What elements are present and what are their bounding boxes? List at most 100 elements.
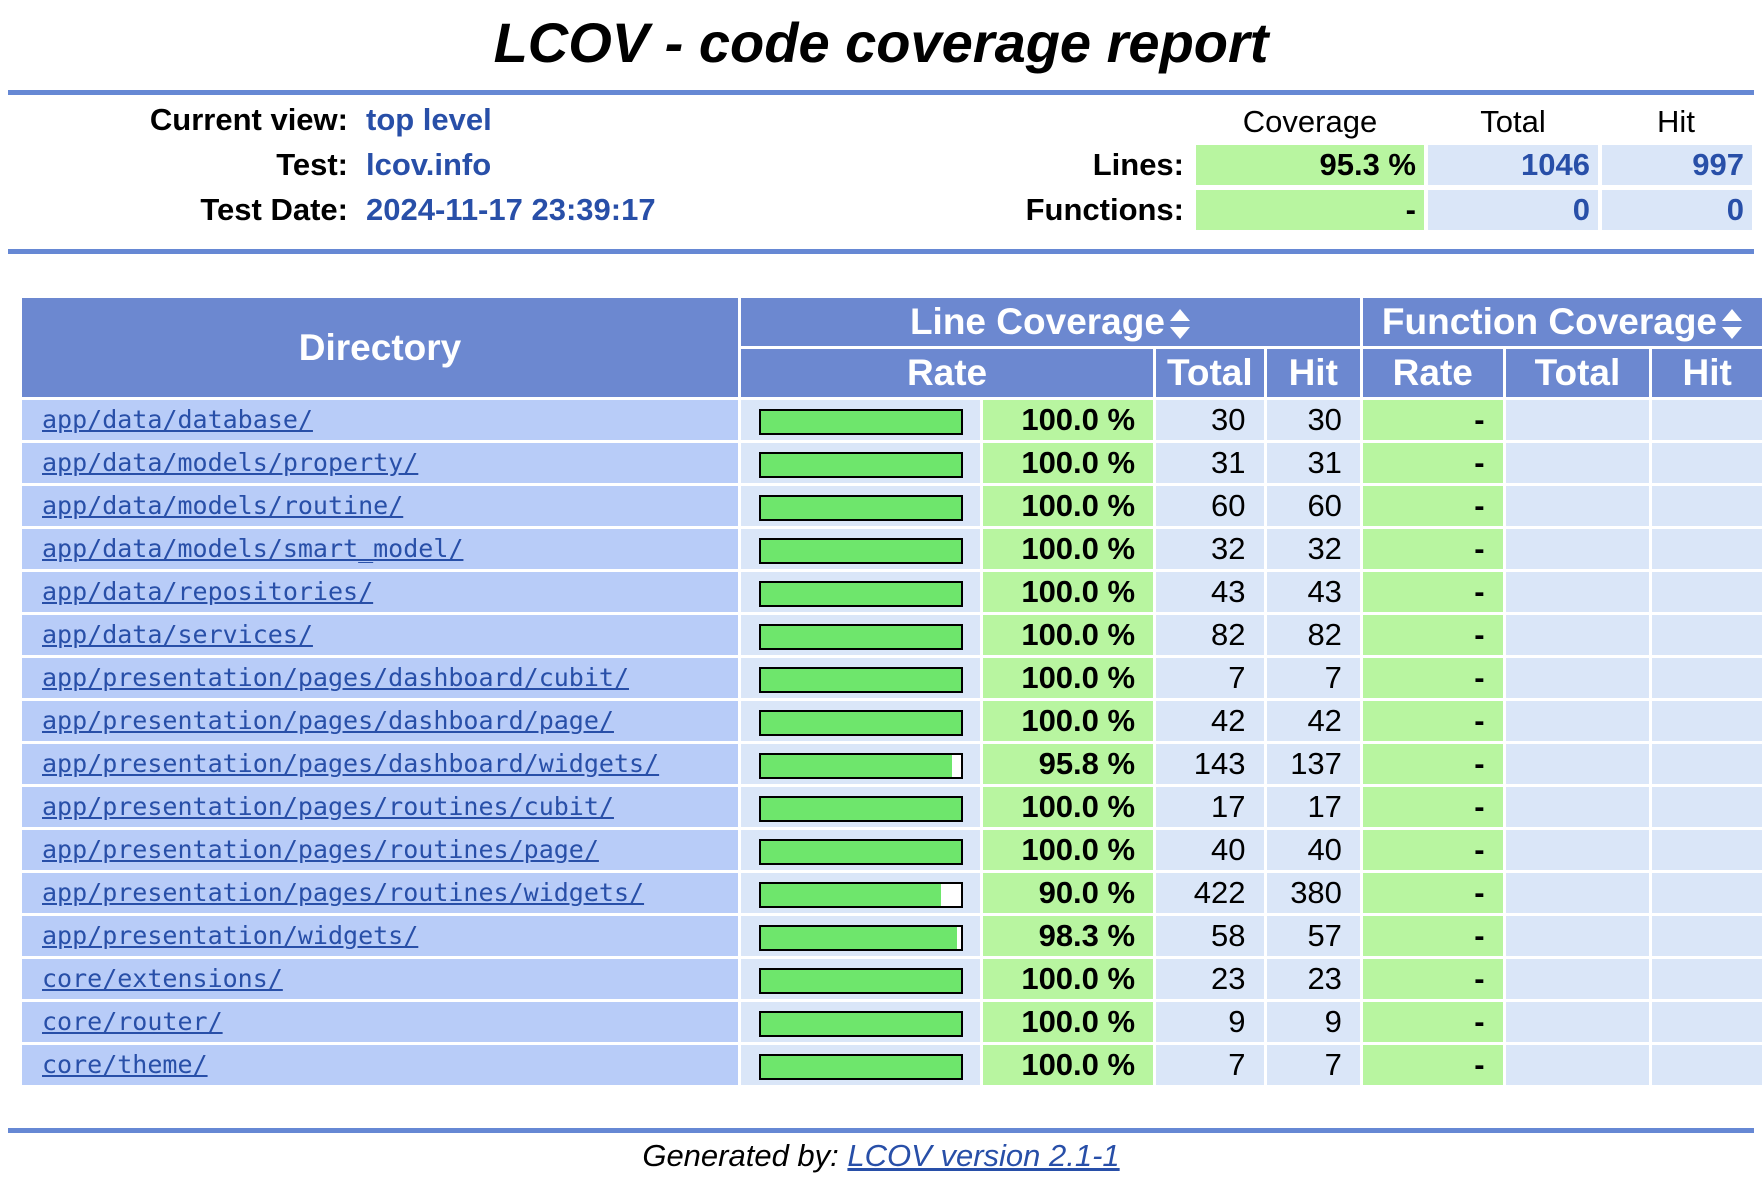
table-row: app/presentation/pages/dashboard/widgets… [22, 744, 1762, 784]
line-total-cell: 23 [1156, 959, 1264, 999]
function-total-cell [1505, 400, 1650, 440]
directory-link[interactable]: core/router/ [42, 1007, 223, 1036]
coverage-table: Directory Line Coverage Function Coverag… [19, 295, 1762, 1088]
coverage-bar-cell [740, 1045, 981, 1085]
coverage-bar-cell [740, 744, 981, 784]
summary-functions-label: Functions: [1025, 192, 1184, 227]
table-row: app/data/models/routine/100.0 % 60 60- [22, 486, 1762, 526]
function-rate-cell: - [1362, 1045, 1503, 1085]
function-hit-cell [1652, 400, 1762, 440]
directory-link[interactable]: app/presentation/pages/dashboard/cubit/ [42, 663, 629, 692]
function-hit-cell [1652, 1002, 1762, 1042]
directory-cell: core/theme/ [22, 1045, 738, 1085]
directory-link[interactable]: app/data/models/smart_model/ [42, 534, 464, 563]
coverage-bar [758, 752, 963, 779]
function-coverage-header[interactable]: Function Coverage [1362, 298, 1762, 346]
function-rate-cell: - [1362, 744, 1503, 784]
directory-cell: app/data/database/ [22, 400, 738, 440]
directory-link[interactable]: core/theme/ [42, 1050, 208, 1079]
coverage-bar-cell [740, 658, 981, 698]
directory-link[interactable]: core/extensions/ [42, 964, 283, 993]
function-rate-cell: - [1362, 486, 1503, 526]
summary-lines-total: 1046 [1428, 145, 1598, 185]
line-total-cell: 9 [1156, 1002, 1264, 1042]
coverage-bar [758, 795, 963, 822]
summary-lines-coverage: 95.3 % [1196, 145, 1424, 185]
page-title: LCOV - code coverage report [493, 11, 1269, 74]
coverage-bar-cell [740, 443, 981, 483]
coverage-bar-fill [760, 969, 961, 992]
coverage-bar-fill [760, 496, 961, 519]
line-total-header: Total [1156, 349, 1264, 397]
directory-link[interactable]: app/presentation/pages/routines/page/ [42, 835, 599, 864]
line-rate-cell: 100.0 % [983, 529, 1154, 569]
function-rate-cell: - [1362, 787, 1503, 827]
coverage-bar-cell [740, 787, 981, 827]
coverage-bar-cell [740, 572, 981, 612]
directory-link[interactable]: app/data/repositories/ [42, 577, 374, 606]
current-view-value: top level [366, 102, 492, 137]
summary-functions-hit: 0 [1602, 190, 1752, 230]
lcov-version-link[interactable]: LCOV version 2.1-1 [847, 1138, 1120, 1173]
line-total-cell: 82 [1156, 615, 1264, 655]
table-row: app/data/services/100.0 % 82 82- [22, 615, 1762, 655]
coverage-bar-fill [760, 840, 961, 863]
header-divider [8, 249, 1754, 254]
directory-link[interactable]: app/presentation/pages/dashboard/widgets… [42, 749, 660, 778]
function-rate-cell: - [1362, 615, 1503, 655]
coverage-bar-fill [760, 1012, 961, 1035]
coverage-bar [758, 451, 963, 478]
directory-link[interactable]: app/presentation/pages/dashboard/page/ [42, 706, 614, 735]
coverage-bar-cell [740, 830, 981, 870]
coverage-bar-fill [760, 711, 961, 734]
directory-cell: core/router/ [22, 1002, 738, 1042]
sort-icon[interactable] [1169, 309, 1191, 340]
sort-icon[interactable] [1721, 309, 1743, 340]
directory-cell: app/data/models/routine/ [22, 486, 738, 526]
line-hit-cell: 137 [1266, 744, 1360, 784]
line-hit-cell: 32 [1266, 529, 1360, 569]
summary-coverage-header: Coverage [1242, 104, 1378, 139]
directory-header: Directory [22, 298, 738, 397]
line-rate-cell: 100.0 % [983, 1045, 1154, 1085]
function-total-cell [1505, 830, 1650, 870]
directory-link[interactable]: app/data/database/ [42, 405, 313, 434]
line-rate-cell: 100.0 % [983, 572, 1154, 612]
function-total-cell [1505, 1045, 1650, 1085]
coverage-bar [758, 838, 963, 865]
coverage-bar-cell [740, 529, 981, 569]
line-total-cell: 422 [1156, 873, 1264, 913]
line-rate-header: Rate [740, 349, 1154, 397]
table-row: core/router/100.0 % 9 9- [22, 1002, 1762, 1042]
coverage-bar [758, 537, 963, 564]
directory-link[interactable]: app/data/models/property/ [42, 448, 419, 477]
line-hit-header: Hit [1266, 349, 1360, 397]
line-rate-cell: 95.8 % [983, 744, 1154, 784]
line-rate-cell: 100.0 % [983, 959, 1154, 999]
directory-link[interactable]: app/data/models/routine/ [42, 491, 404, 520]
line-total-cell: 42 [1156, 701, 1264, 741]
directory-link[interactable]: app/data/services/ [42, 620, 313, 649]
function-total-cell [1505, 443, 1650, 483]
line-hit-cell: 17 [1266, 787, 1360, 827]
function-rate-cell: - [1362, 959, 1503, 999]
line-rate-cell: 100.0 % [983, 701, 1154, 741]
function-rate-cell: - [1362, 572, 1503, 612]
directory-link[interactable]: app/presentation/pages/routines/cubit/ [42, 792, 614, 821]
function-hit-cell [1652, 830, 1762, 870]
summary-total-header: Total [1480, 104, 1546, 139]
function-total-cell [1505, 744, 1650, 784]
directory-cell: app/presentation/pages/routines/page/ [22, 830, 738, 870]
line-total-cell: 43 [1156, 572, 1264, 612]
footer-prefix: Generated by: [642, 1138, 839, 1173]
line-hit-cell: 23 [1266, 959, 1360, 999]
table-row: app/presentation/widgets/98.3 % 58 57- [22, 916, 1762, 956]
function-total-cell [1505, 572, 1650, 612]
coverage-bar [758, 709, 963, 736]
summary-functions-coverage: - [1196, 190, 1424, 230]
line-total-cell: 143 [1156, 744, 1264, 784]
line-coverage-header[interactable]: Line Coverage [740, 298, 1360, 346]
function-total-header: Total [1505, 349, 1650, 397]
directory-link[interactable]: app/presentation/widgets/ [42, 921, 419, 950]
directory-link[interactable]: app/presentation/pages/routines/widgets/ [42, 878, 645, 907]
